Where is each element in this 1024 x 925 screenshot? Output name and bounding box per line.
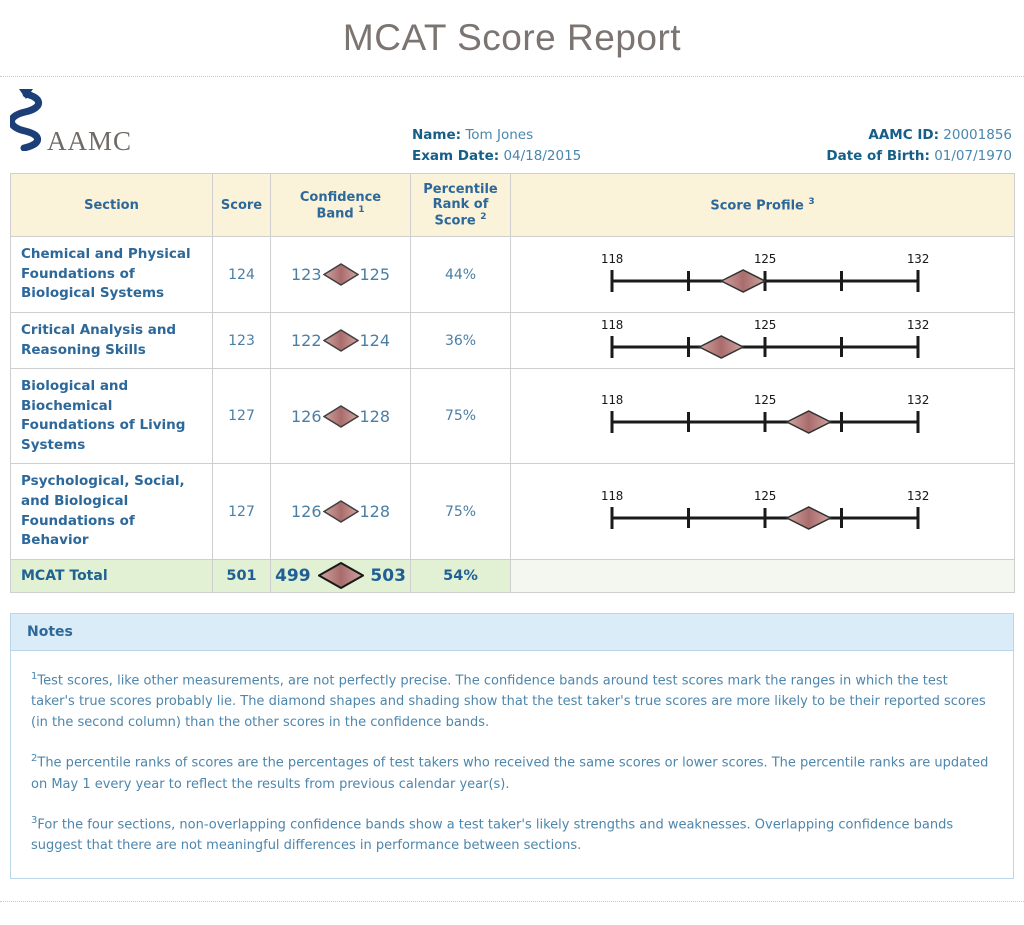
- col-header-score-profile: Score Profile 3: [510, 172, 1015, 238]
- score-cell: 123: [212, 312, 271, 370]
- svg-text:118: 118: [600, 392, 623, 407]
- score-cell: 124: [212, 236, 271, 314]
- caduceus-icon: [8, 89, 54, 155]
- score-profile-chart: 118 125 132: [600, 488, 929, 530]
- svg-text:132: 132: [906, 317, 929, 332]
- band-high: 125: [359, 265, 391, 285]
- table-row: Chemical and Physical Foundations of Bio…: [10, 236, 1015, 314]
- note-1: 1Test scores, like other measurements, a…: [31, 670, 986, 731]
- note-2: 2The percentile ranks of scores are the …: [31, 753, 989, 792]
- notes-body: 1Test scores, like other measurements, a…: [11, 650, 1013, 879]
- section-cell: Critical Analysis and Reasoning Skills: [10, 312, 213, 370]
- band-low: 123: [290, 265, 322, 285]
- col-header-section: Section: [10, 172, 213, 238]
- aamc-id-line: AAMC ID: 20001856: [826, 125, 1012, 146]
- percentile-cell: 44%: [410, 236, 511, 314]
- score-profile-cell: 118 125 132: [510, 312, 1015, 370]
- svg-text:118: 118: [600, 251, 623, 266]
- col-header-percentile: Percentile Rank of Score 2: [410, 172, 511, 238]
- score-profile-cell: 118 125 132: [510, 236, 1015, 314]
- confidence-band-cell: 499 503: [270, 558, 411, 593]
- svg-text:132: 132: [906, 392, 929, 407]
- dob-line: Date of Birth: 01/07/1970: [826, 146, 1012, 167]
- note-3: 3For the four sections, non-overlapping …: [31, 814, 954, 854]
- table-row: Psychological, Social, and Biological Fo…: [10, 463, 1015, 560]
- confidence-diamond-icon: [322, 263, 359, 287]
- band-low: 499: [275, 565, 317, 586]
- band-high: 503: [364, 565, 406, 586]
- percentile-cell: 75%: [410, 368, 511, 465]
- score-table: Section Score Confidence Band 1 Percenti…: [10, 172, 1015, 593]
- score-profile-chart: 118 125 132: [600, 251, 929, 293]
- table-row: Biological and Biochemical Foundations o…: [10, 368, 1015, 465]
- score-profile-chart: 118 125 132: [600, 392, 929, 435]
- name-label: Name:: [412, 127, 462, 143]
- svg-text:125: 125: [753, 392, 776, 407]
- dob-value: 01/07/1970: [934, 148, 1012, 164]
- examinee-info-right: AAMC ID: 20001856 Date of Birth: 01/07/1…: [826, 125, 1012, 167]
- band-high: 124: [359, 331, 391, 351]
- band-low: 122: [290, 331, 322, 351]
- confidence-diamond-icon: [317, 562, 364, 590]
- section-cell: MCAT Total: [10, 558, 213, 593]
- svg-text:118: 118: [600, 488, 623, 503]
- table-header-row: Section Score Confidence Band 1 Percenti…: [10, 172, 1015, 238]
- name-line: Name: Tom Jones: [412, 125, 581, 146]
- confidence-diamond-icon: [322, 404, 359, 428]
- score-table-body: Chemical and Physical Foundations of Bio…: [10, 236, 1015, 593]
- percentile-cell: 75%: [410, 463, 511, 560]
- confidence-diamond-icon: [322, 329, 359, 352]
- svg-text:118: 118: [600, 317, 623, 332]
- score-table-wrap: Section Score Confidence Band 1 Percenti…: [10, 172, 1015, 593]
- svg-text:125: 125: [753, 488, 776, 503]
- svg-text:132: 132: [906, 488, 929, 503]
- examinee-info-left: Name: Tom Jones Exam Date: 04/18/2015: [412, 125, 581, 167]
- name-value: Tom Jones: [465, 127, 534, 143]
- confidence-diamond-icon: [322, 500, 359, 523]
- aamc-id-label: AAMC ID:: [868, 127, 939, 143]
- col-header-confidence-band: Confidence Band 1: [270, 172, 411, 238]
- confidence-band-cell: 126 128: [270, 368, 411, 465]
- band-low: 126: [290, 502, 322, 522]
- col-header-score: Score: [212, 172, 271, 238]
- section-cell: Biological and Biochemical Foundations o…: [10, 368, 213, 465]
- percentile-cell: 36%: [410, 312, 511, 370]
- band-high: 128: [359, 502, 391, 522]
- score-profile-chart: 118 125 132: [600, 317, 929, 359]
- aamc-logo: AAMC: [8, 89, 133, 156]
- score-profile-cell: [510, 558, 1015, 593]
- footer-divider: [0, 901, 1024, 925]
- masthead: MCAT Score Report: [0, 0, 1024, 77]
- exam-date-label: Exam Date:: [412, 148, 500, 164]
- score-cell: 127: [212, 368, 271, 465]
- exam-date-value: 04/18/2015: [503, 148, 582, 164]
- exam-date-line: Exam Date: 04/18/2015: [412, 146, 581, 167]
- band-low: 126: [290, 406, 322, 426]
- confidence-band-cell: 123 125: [270, 236, 411, 314]
- notes-header: Notes: [11, 613, 1013, 651]
- score-profile-cell: 118 125 132: [510, 368, 1015, 465]
- svg-text:132: 132: [906, 251, 929, 266]
- section-cell: Psychological, Social, and Biological Fo…: [10, 463, 213, 560]
- confidence-band-cell: 126 128: [270, 463, 411, 560]
- table-row: Critical Analysis and Reasoning Skills 12…: [10, 312, 1015, 370]
- score-cell: 127: [212, 463, 271, 560]
- score-profile-cell: 118 125 132: [510, 463, 1015, 560]
- report-header: AAMC Name: Tom Jones Exam Date: 04/18/20…: [8, 89, 1014, 169]
- aamc-logo-text: AAMC: [47, 126, 133, 156]
- page-title: MCAT Score Report: [342, 17, 682, 58]
- confidence-band-cell: 122 124: [270, 312, 411, 370]
- svg-text:125: 125: [753, 251, 776, 266]
- notes-box: Notes 1Test scores, like other measureme…: [10, 612, 1014, 880]
- band-high: 128: [359, 406, 391, 426]
- svg-text:125: 125: [753, 317, 776, 332]
- percentile-cell: 54%: [410, 558, 511, 593]
- score-cell: 501: [212, 558, 271, 593]
- aamc-id-value: 20001856: [943, 127, 1012, 143]
- section-cell: Chemical and Physical Foundations of Bio…: [10, 236, 213, 314]
- total-row: MCAT Total 501 499 503 54%: [10, 558, 1015, 593]
- dob-label: Date of Birth:: [826, 148, 930, 164]
